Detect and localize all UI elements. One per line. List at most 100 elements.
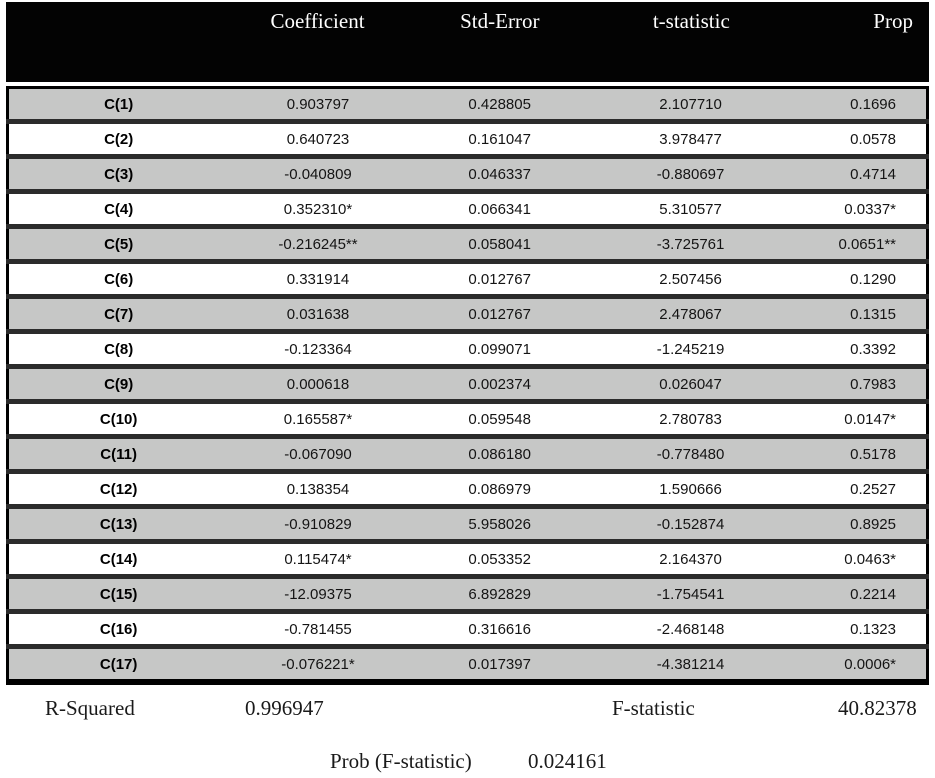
prop-cell: 0.0651** bbox=[838, 235, 896, 253]
coefficient-cell: 0.640723 bbox=[286, 130, 350, 148]
std-error-cell: 0.017397 bbox=[468, 655, 531, 673]
table-row: C(2) 0.640723 0.161047 3.978477 0.0578 bbox=[7, 121, 928, 157]
prop-cell: 0.7983 bbox=[850, 375, 896, 393]
table-row: C(3) -0.040809 0.046337 -0.880697 0.4714 bbox=[7, 156, 928, 192]
table-row: C(14) 0.115474* 0.053352 2.164370 0.0463* bbox=[7, 541, 928, 577]
t-statistic-cell: 2.507456 bbox=[659, 270, 722, 288]
coefficient-cell: -0.216245** bbox=[278, 235, 358, 253]
row-label-cell: C(10) bbox=[99, 410, 138, 428]
std-error-cell: 5.958026 bbox=[468, 515, 531, 533]
row-label-cell: C(1) bbox=[104, 95, 134, 113]
table-row: C(12) 0.138354 0.086979 1.590666 0.2527 bbox=[7, 471, 928, 507]
coefficient-cell: -0.040809 bbox=[284, 165, 352, 183]
header-cell-coefficient: Coefficient bbox=[270, 9, 365, 33]
f-statistic-value: 40.82378 bbox=[838, 696, 917, 720]
table-body: C(1) 0.903797 0.428805 2.107710 0.1696 C(2) 0.… bbox=[7, 87, 928, 682]
t-statistic-cell: 2.478067 bbox=[659, 305, 722, 323]
table-row: C(7) 0.031638 0.012767 2.478067 0.1315 bbox=[7, 296, 928, 332]
coefficient-cell: 0.031638 bbox=[286, 305, 350, 323]
std-error-cell: 0.059548 bbox=[468, 410, 531, 428]
row-label-cell: C(17) bbox=[99, 655, 138, 673]
std-error-cell: 0.316616 bbox=[468, 620, 531, 638]
std-error-cell: 0.428805 bbox=[468, 95, 531, 113]
t-statistic-cell: 0.026047 bbox=[659, 375, 722, 393]
table-row: C(11) -0.067090 0.086180 -0.778480 0.5178 bbox=[7, 436, 928, 472]
coefficient-cell: 0.000618 bbox=[286, 375, 350, 393]
coefficient-cell: -0.076221* bbox=[281, 655, 355, 673]
table-row: C(9) 0.000618 0.002374 0.026047 0.7983 bbox=[7, 366, 928, 402]
prop-cell: 0.1696 bbox=[850, 95, 896, 113]
t-statistic-cell: -3.725761 bbox=[656, 235, 725, 253]
std-error-cell: 0.086979 bbox=[468, 480, 531, 498]
summary-statistics: R-Squared 0.996947 F-statistic 40.82378 … bbox=[6, 685, 929, 775]
prop-cell: 0.1290 bbox=[850, 270, 896, 288]
std-error-cell: 0.012767 bbox=[468, 270, 531, 288]
t-statistic-cell: 2.107710 bbox=[659, 95, 722, 113]
t-statistic-cell: 2.780783 bbox=[659, 410, 722, 428]
row-label-cell: C(3) bbox=[104, 165, 134, 183]
regression-results-table: Coefficient Std-Error t-statistic Prop C… bbox=[6, 2, 929, 775]
row-label-cell: C(13) bbox=[99, 515, 138, 533]
coefficient-cell: -0.910829 bbox=[284, 515, 352, 533]
row-label-cell: C(14) bbox=[99, 550, 138, 568]
table-row: C(1) 0.903797 0.428805 2.107710 0.1696 bbox=[7, 87, 928, 122]
t-statistic-cell: 2.164370 bbox=[659, 550, 722, 568]
prob-f-statistic-label: Prob (F-statistic) bbox=[330, 749, 472, 773]
table-row: C(17) -0.076221* 0.017397 -4.381214 0.0006* bbox=[7, 646, 928, 682]
t-statistic-cell: -1.245219 bbox=[656, 340, 725, 358]
prop-cell: 0.2527 bbox=[850, 480, 896, 498]
prop-cell: 0.0337* bbox=[844, 200, 896, 218]
t-statistic-cell: 1.590666 bbox=[659, 480, 722, 498]
header-cell-t-statistic: t-statistic bbox=[652, 9, 730, 33]
std-error-cell: 0.053352 bbox=[468, 550, 531, 568]
r-squared-value: 0.996947 bbox=[245, 696, 324, 720]
header-cell-empty bbox=[6, 2, 228, 9]
table-header: Coefficient Std-Error t-statistic Prop bbox=[6, 2, 929, 82]
prop-cell: 0.0578 bbox=[850, 130, 896, 148]
t-statistic-cell: -0.778480 bbox=[656, 445, 725, 463]
std-error-cell: 0.046337 bbox=[468, 165, 531, 183]
coefficient-cell: 0.165587* bbox=[283, 410, 353, 428]
t-statistic-cell: -0.880697 bbox=[656, 165, 725, 183]
prop-cell: 0.0147* bbox=[844, 410, 896, 428]
prop-cell: 0.2214 bbox=[850, 585, 896, 603]
prop-cell: 0.1323 bbox=[850, 620, 896, 638]
row-label-cell: C(2) bbox=[104, 130, 134, 148]
row-label-cell: C(4) bbox=[104, 200, 134, 218]
coefficient-cell: 0.115474* bbox=[284, 550, 352, 568]
coefficient-cell: 0.352310* bbox=[283, 200, 353, 218]
t-statistic-cell: -1.754541 bbox=[656, 585, 725, 603]
row-label-cell: C(11) bbox=[100, 445, 137, 463]
header-cell-prop: Prop bbox=[873, 9, 913, 33]
row-label-cell: C(16) bbox=[99, 620, 138, 638]
table-row: C(13) -0.910829 5.958026 -0.152874 0.8925 bbox=[7, 506, 928, 542]
std-error-cell: 0.066341 bbox=[468, 200, 531, 218]
row-label-cell: C(8) bbox=[104, 340, 134, 358]
prop-cell: 0.5178 bbox=[850, 445, 896, 463]
t-statistic-cell: 5.310577 bbox=[659, 200, 722, 218]
prop-cell: 0.3392 bbox=[850, 340, 896, 358]
std-error-cell: 0.002374 bbox=[468, 375, 531, 393]
table-row: C(5) -0.216245** 0.058041 -3.725761 0.0651** bbox=[7, 226, 928, 262]
std-error-cell: 0.086180 bbox=[468, 445, 531, 463]
table-row: C(10) 0.165587* 0.059548 2.780783 0.0147* bbox=[7, 401, 928, 437]
std-error-cell: 6.892829 bbox=[468, 585, 531, 603]
f-statistic-label: F-statistic bbox=[612, 696, 695, 720]
coefficient-cell: 0.331914 bbox=[286, 270, 350, 288]
table-row: C(6) 0.331914 0.012767 2.507456 0.1290 bbox=[7, 261, 928, 297]
coefficient-cell: 0.138354 bbox=[286, 480, 350, 498]
prob-f-statistic-value: 0.024161 bbox=[528, 749, 607, 773]
row-label-cell: C(7) bbox=[104, 305, 134, 323]
table-row: C(8) -0.123364 0.099071 -1.245219 0.3392 bbox=[7, 331, 928, 367]
header-cell-std-error: Std-Error bbox=[460, 9, 540, 33]
t-statistic-cell: 3.978477 bbox=[659, 130, 722, 148]
prop-cell: 0.0006* bbox=[844, 655, 896, 673]
std-error-cell: 0.012767 bbox=[468, 305, 531, 323]
t-statistic-cell: -2.468148 bbox=[656, 620, 725, 638]
table-row: C(16) -0.781455 0.316616 -2.468148 0.1323 bbox=[7, 611, 928, 647]
row-label-cell: C(6) bbox=[104, 270, 134, 288]
t-statistic-cell: -4.381214 bbox=[656, 655, 725, 673]
coefficient-cell: -0.781455 bbox=[284, 620, 352, 638]
coefficient-cell: -0.123364 bbox=[284, 340, 352, 358]
coefficients-table: C(1) 0.903797 0.428805 2.107710 0.1696 C(2) 0.… bbox=[6, 86, 929, 685]
